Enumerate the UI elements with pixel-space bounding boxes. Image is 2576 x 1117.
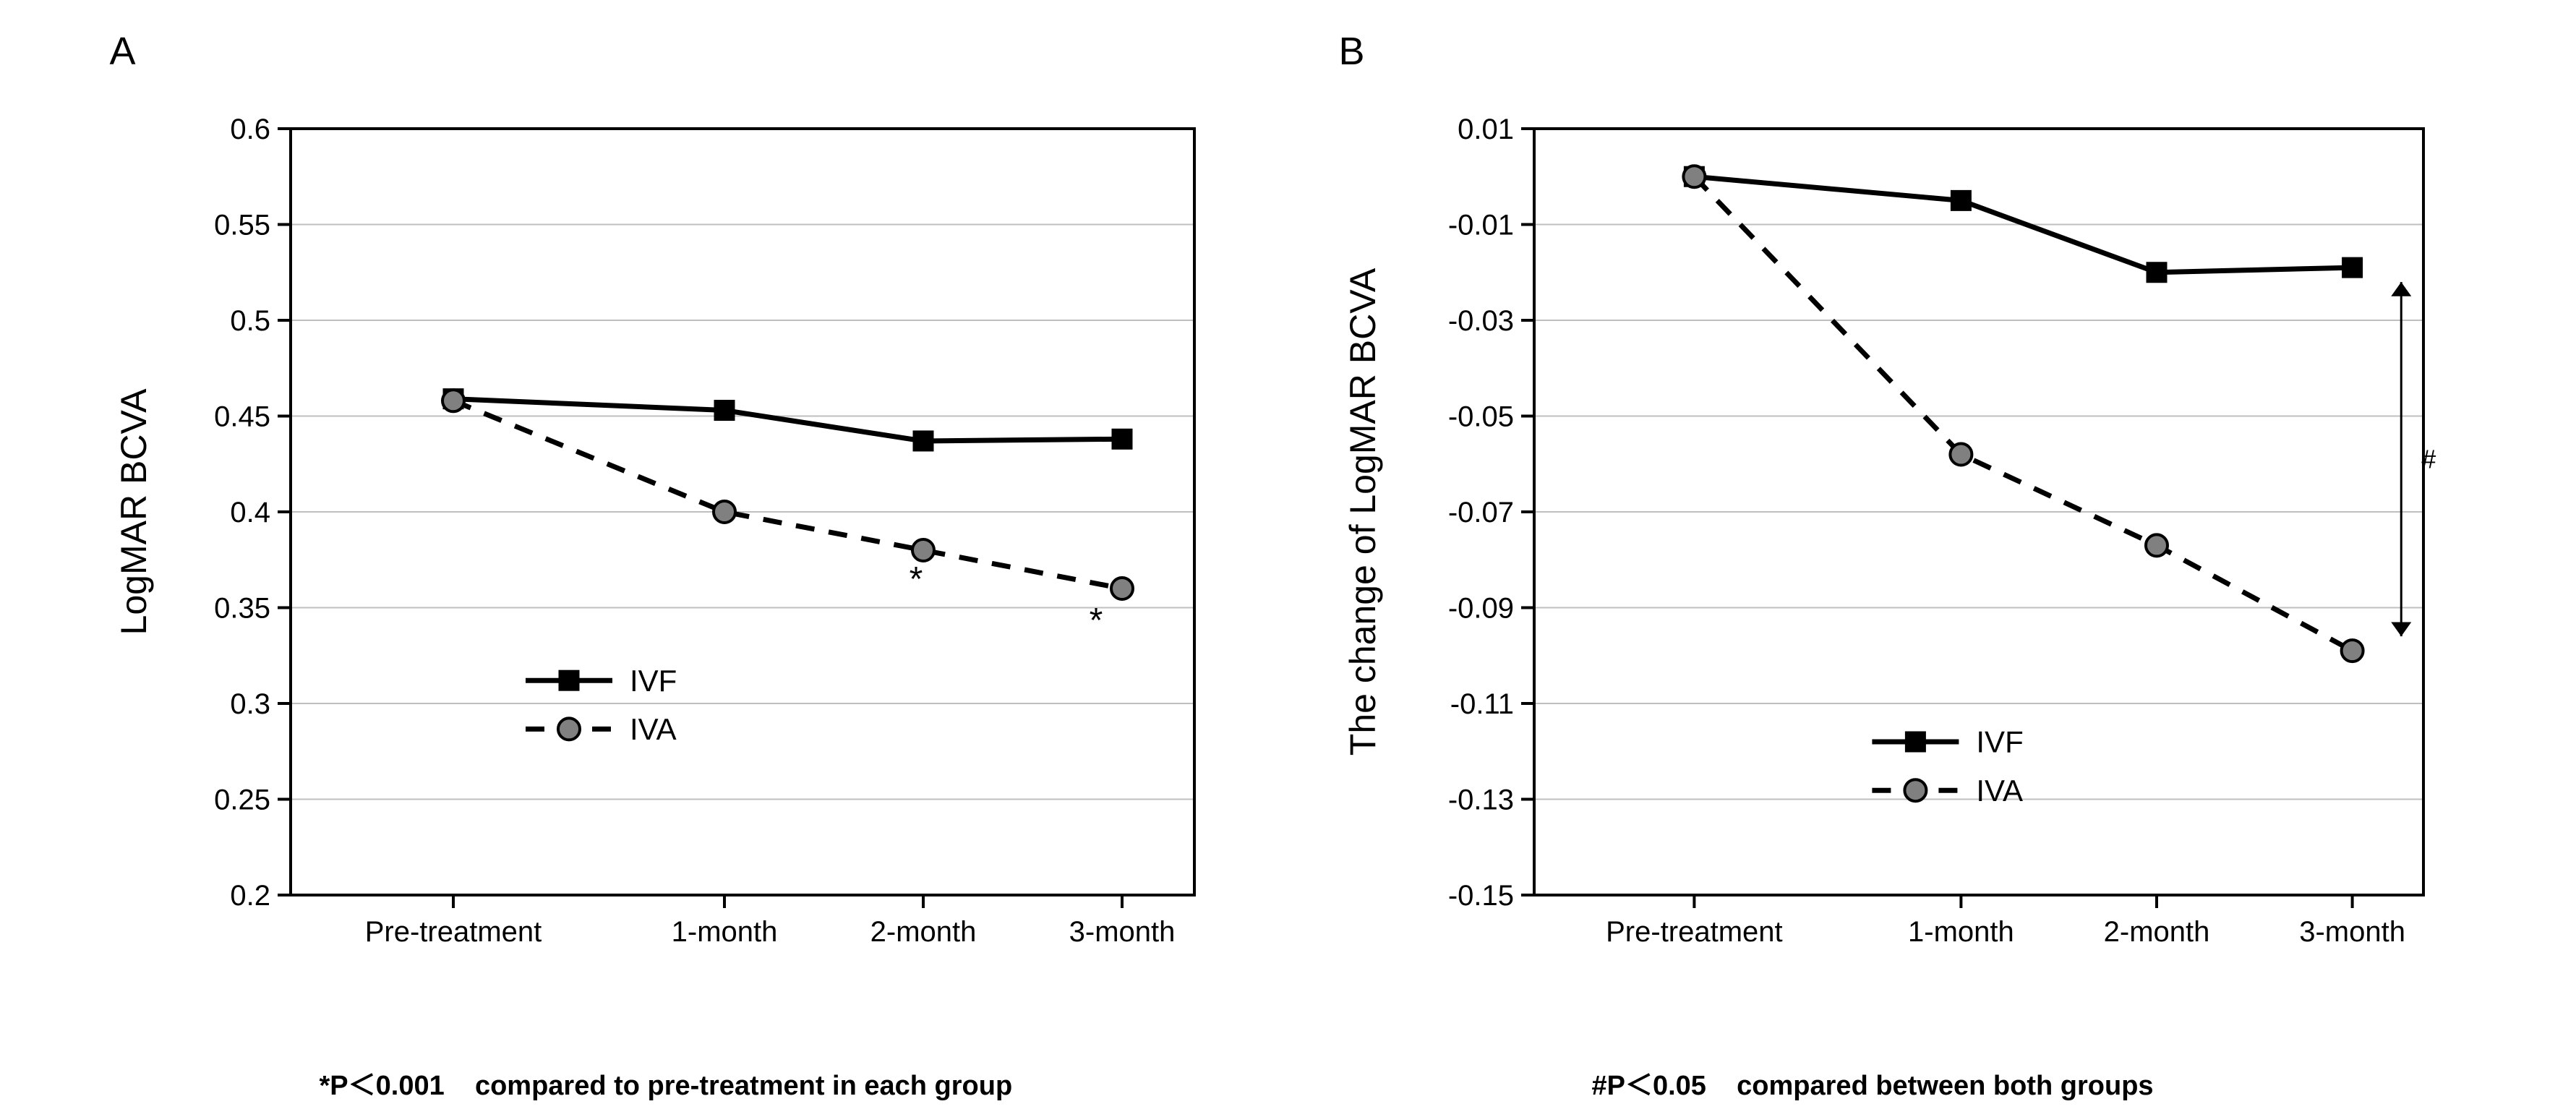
svg-text:3-month: 3-month — [1069, 916, 1175, 948]
chart-A: 0.2 0.25 0.3 0.35 0.4 0.45 0.5 0.55 0.6 Pre-treat… — [103, 78, 1245, 1047]
svg-text:-0.13: -0.13 — [1447, 784, 1513, 816]
svg-text:-0.05: -0.05 — [1447, 401, 1513, 433]
panel-A-label: A — [110, 29, 136, 74]
panel-A-footnote: *P＜0.001 compared to pre-treatment in ea… — [320, 1063, 1013, 1103]
svg-text:-0.09: -0.09 — [1447, 593, 1513, 625]
svg-text:3-month: 3-month — [2299, 916, 2405, 948]
figure-wrap: A 0.2 0.25 0.3 0.35 0.4 0.45 0.5 0.55 0.6 Pre-tre… — [0, 0, 2576, 1117]
svg-text:0.25: 0.25 — [214, 784, 270, 816]
svg-text:0.01: 0.01 — [1458, 114, 1514, 145]
svg-text:Pre-treatment: Pre-treatment — [1606, 916, 1783, 948]
svg-text:IVF: IVF — [630, 664, 677, 698]
svg-text:-0.03: -0.03 — [1447, 305, 1513, 337]
svg-text:2-month: 2-month — [870, 916, 976, 948]
svg-text:0.55: 0.55 — [214, 210, 270, 241]
svg-text:Pre-treatment: Pre-treatment — [364, 916, 542, 948]
svg-text:IVA: IVA — [630, 712, 677, 746]
svg-text:1-month: 1-month — [671, 916, 777, 948]
chart-B: -0.15 -0.13 -0.11 -0.09 -0.07 -0.05 -0.03 -0.01… — [1332, 78, 2474, 1047]
svg-text:-0.07: -0.07 — [1447, 497, 1513, 528]
panel-B-footnote: #P＜0.05 compared between both groups — [1592, 1063, 2154, 1103]
svg-text:IVA: IVA — [1976, 774, 2023, 808]
svg-text:IVF: IVF — [1976, 725, 2023, 759]
svg-text:0.3: 0.3 — [230, 688, 270, 720]
svg-text:0.4: 0.4 — [230, 497, 270, 528]
svg-text:The change of LogMAR BCVA: The change of LogMAR BCVA — [1343, 268, 1383, 756]
svg-text:-0.11: -0.11 — [1450, 688, 1513, 720]
svg-text:-0.15: -0.15 — [1447, 880, 1513, 912]
svg-text:*: * — [909, 560, 923, 599]
svg-text:0.5: 0.5 — [230, 305, 270, 337]
svg-text:0.45: 0.45 — [214, 401, 270, 433]
svg-text:0.35: 0.35 — [214, 593, 270, 625]
svg-text:0.6: 0.6 — [230, 114, 270, 145]
panel-B: B -0.15-0.13-0.11-0.09-0.07-0.05-0.03-0.… — [1332, 29, 2474, 1103]
svg-text:0.2: 0.2 — [230, 880, 270, 912]
svg-text:#: # — [2421, 445, 2436, 474]
panel-B-label: B — [1339, 29, 1365, 74]
panel-A: A 0.2 0.25 0.3 0.35 0.4 0.45 0.5 0.55 0.6 Pre-tre… — [103, 29, 1245, 1103]
svg-text:2-month: 2-month — [2103, 916, 2209, 948]
svg-text:-0.01: -0.01 — [1447, 210, 1513, 241]
svg-text:1-month: 1-month — [1908, 916, 2014, 948]
svg-text:LogMAR BCVA: LogMAR BCVA — [114, 388, 154, 635]
svg-text:*: * — [1089, 602, 1103, 640]
